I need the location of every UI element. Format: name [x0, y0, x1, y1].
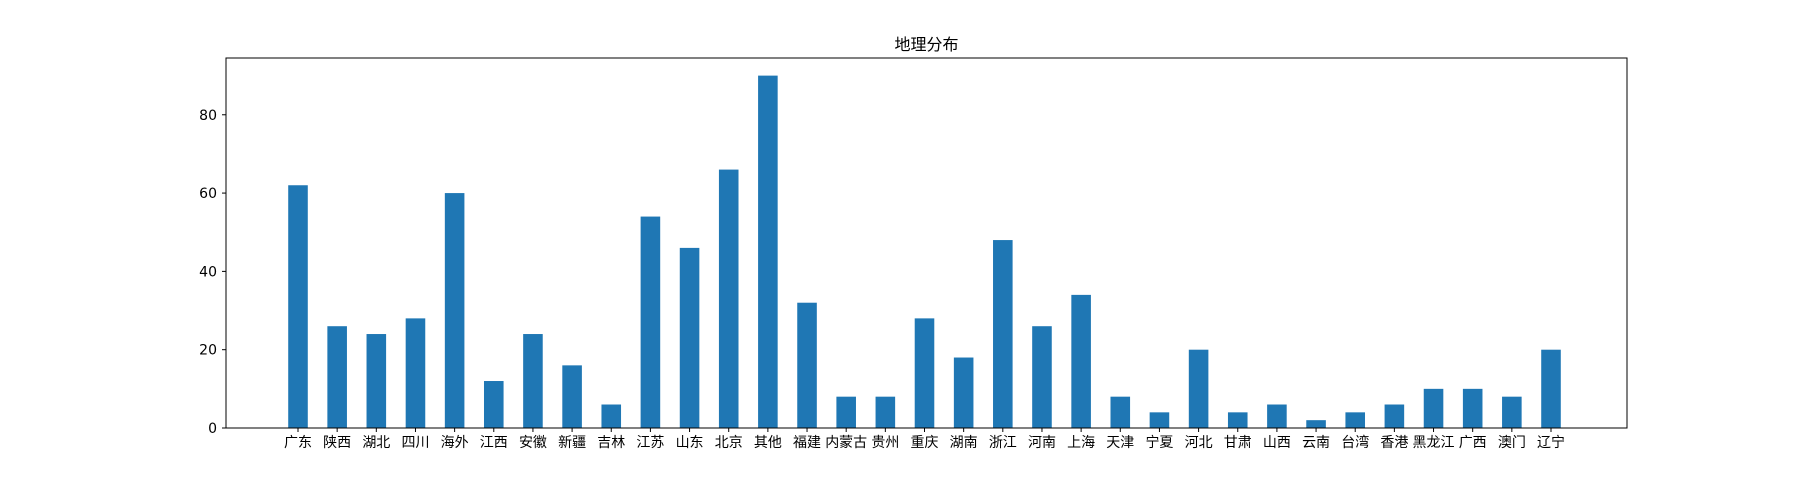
x-tick-label: 河北: [1185, 435, 1213, 451]
bar-江西: [483, 381, 504, 428]
bar-贵州: [875, 396, 896, 428]
x-tick-label: 上海: [1067, 435, 1095, 451]
bar-云南: [1306, 420, 1326, 428]
chart-title: 地理分布: [894, 35, 958, 54]
bar-宁夏: [1149, 412, 1170, 428]
bar-吉林: [601, 404, 622, 428]
bar-上海: [1071, 294, 1091, 428]
x-tick-label: 陕西: [323, 435, 351, 451]
bar-香港: [1384, 404, 1405, 428]
x-tick-label: 山西: [1263, 435, 1291, 451]
x-tick-label: 甘肃: [1224, 435, 1252, 451]
x-tick-label: 内蒙古: [825, 435, 867, 451]
bar-黑龙江: [1423, 388, 1444, 428]
bar-江苏: [640, 216, 661, 428]
x-tick-label: 重庆: [911, 435, 939, 451]
bar-山西: [1267, 404, 1287, 428]
x-tick-label: 广西: [1459, 435, 1487, 451]
x-tick-label: 四川: [401, 435, 429, 451]
bar-北京: [718, 169, 739, 429]
bar-新疆: [562, 365, 582, 428]
x-axis: 广东 陕西 湖北 四川 海外 江西 安徽 新疆 吉林 江苏 山东 北京 其他 福建 内蒙古 贵州 重庆 湖南 浙江河…: [284, 428, 1565, 451]
bar-重庆: [914, 318, 935, 428]
bar-四川: [405, 318, 426, 428]
x-tick-label: 台湾: [1341, 434, 1369, 451]
bar-陕西: [327, 326, 347, 428]
y-tick-label: 80: [199, 108, 217, 124]
x-tick-label: 澳门: [1498, 435, 1526, 451]
bar-辽宁: [1541, 349, 1561, 428]
x-tick-label: 辽宁: [1537, 434, 1565, 451]
bar-海外: [444, 193, 465, 428]
bar-台湾: [1345, 412, 1366, 428]
x-tick-label: 海外: [441, 435, 469, 451]
x-tick-label: 湖北: [362, 435, 390, 451]
x-tick-label: 江苏: [636, 435, 664, 451]
y-tick-label: 40: [199, 264, 217, 280]
bars-group: [288, 75, 1561, 429]
bar-湖北: [366, 334, 387, 428]
bar-河南: [1032, 326, 1052, 428]
plot-frame: [225, 57, 1628, 429]
y-tick-label: 20: [199, 343, 217, 359]
bar-甘肃: [1227, 412, 1248, 428]
x-tick-label: 北京: [715, 435, 743, 451]
x-tick-label: 福建: [793, 435, 821, 451]
y-tick-label: 60: [199, 186, 217, 202]
bar-湖南: [953, 357, 974, 428]
bar-河北: [1188, 349, 1209, 428]
bar-其他: [758, 75, 778, 428]
x-tick-label: 山东: [676, 435, 704, 451]
x-tick-label: 天津: [1106, 435, 1134, 451]
x-tick-label: 湖南: [950, 435, 978, 451]
x-tick-label: 安徽: [519, 435, 547, 451]
bar-内蒙古: [836, 396, 856, 428]
x-tick-label: 吉林: [597, 435, 625, 451]
x-tick-label: 贵州: [871, 435, 899, 451]
y-axis: 0 20 40 60 80: [199, 108, 226, 437]
bar-福建: [797, 302, 817, 428]
x-tick-label: 黑龙江: [1413, 435, 1455, 451]
x-tick-label: 新疆: [558, 435, 586, 451]
bar-天津: [1110, 396, 1131, 428]
x-tick-label: 香港: [1380, 435, 1408, 451]
bar-浙江: [993, 240, 1013, 428]
x-tick-label: 其他: [754, 435, 782, 451]
x-tick-label: 宁夏: [1145, 434, 1173, 451]
x-tick-label: 云南: [1302, 435, 1330, 451]
x-tick-label: 江西: [480, 435, 508, 451]
bar-安徽: [523, 334, 543, 428]
bar-澳门: [1502, 396, 1522, 428]
bar-山东: [679, 247, 700, 428]
y-tick-label: 0: [208, 421, 217, 437]
x-tick-label: 广东: [284, 435, 312, 451]
x-tick-label: 浙江: [989, 435, 1017, 451]
bar-广东: [288, 185, 308, 428]
x-tick-label: 河南: [1028, 435, 1056, 451]
bar-广西: [1462, 388, 1483, 428]
